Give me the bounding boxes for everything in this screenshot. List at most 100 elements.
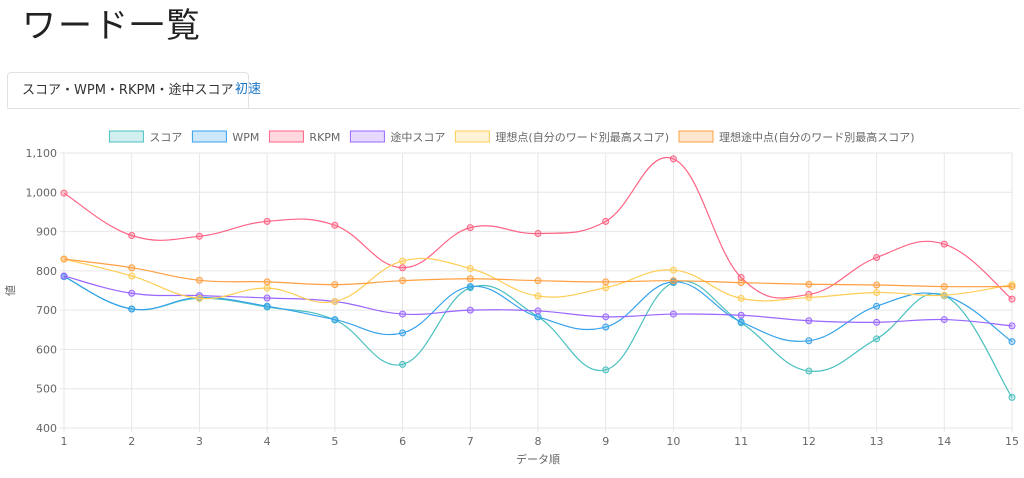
- data-point: [1008, 322, 1016, 330]
- data-point: [195, 294, 203, 302]
- series-line: [63, 276, 1013, 398]
- data-point: [128, 305, 136, 313]
- data-point: [128, 272, 136, 280]
- series-line: [63, 275, 1013, 327]
- tab-bar: スコア・WPM・RKPM・途中スコア 初速: [7, 72, 1020, 109]
- data-point: [669, 155, 677, 163]
- data-point: [873, 302, 881, 310]
- y-tick-label: 900: [36, 226, 57, 239]
- x-tick-label: 11: [734, 435, 748, 448]
- data-point: [399, 310, 407, 318]
- data-point: [466, 283, 474, 291]
- y-tick-label: 600: [36, 343, 57, 356]
- data-point: [1008, 393, 1016, 401]
- y-tick-label: 1,000: [26, 186, 58, 199]
- legend-label: 理想途中点(自分のワード別最高スコア): [719, 130, 915, 144]
- y-axis-title: 値: [4, 285, 17, 296]
- x-tick-label: 8: [535, 435, 542, 448]
- x-tick-label: 3: [196, 435, 203, 448]
- data-point: [263, 294, 271, 302]
- legend-swatch: [454, 130, 490, 143]
- tab-score-wpm-rkpm[interactable]: スコア・WPM・RKPM・途中スコア: [7, 72, 249, 108]
- data-point: [534, 307, 542, 315]
- data-point: [263, 302, 271, 310]
- data-point: [263, 278, 271, 286]
- data-point: [873, 288, 881, 296]
- series-line: [63, 275, 1013, 343]
- data-point: [399, 264, 407, 272]
- data-point: [737, 311, 745, 319]
- data-point: [737, 279, 745, 287]
- data-point: [399, 360, 407, 368]
- data-point: [466, 306, 474, 314]
- data-point: [128, 289, 136, 297]
- y-tick-label: 700: [36, 304, 57, 317]
- x-tick-label: 10: [666, 435, 680, 448]
- data-point: [737, 294, 745, 302]
- data-point: [805, 280, 813, 288]
- x-tick-label: 9: [602, 435, 609, 448]
- data-point: [669, 277, 677, 285]
- data-point: [331, 221, 339, 229]
- x-tick-label: 7: [467, 435, 474, 448]
- data-point: [466, 265, 474, 272]
- data-point: [466, 224, 474, 232]
- data-point: [399, 257, 407, 265]
- x-tick-label: 13: [870, 435, 884, 448]
- data-point: [534, 292, 542, 300]
- data-point: [1008, 338, 1016, 346]
- data-point: [263, 284, 271, 292]
- legend-label: 途中スコア: [390, 130, 445, 144]
- data-point: [940, 291, 948, 299]
- data-point: [331, 281, 339, 289]
- y-tick-label: 500: [36, 383, 57, 396]
- data-point: [466, 275, 474, 283]
- y-tick-label: 400: [36, 422, 57, 435]
- data-point: [60, 255, 68, 263]
- x-tick-label: 6: [399, 435, 406, 448]
- legend-swatch: [349, 130, 385, 143]
- legend-label: スコア: [149, 131, 182, 144]
- data-point: [128, 264, 136, 272]
- data-point: [60, 189, 68, 197]
- data-point: [805, 317, 813, 325]
- data-point: [60, 272, 68, 280]
- data-point: [602, 217, 610, 225]
- legend-swatch: [268, 130, 304, 143]
- x-tick-label: 12: [802, 435, 816, 448]
- data-point: [263, 217, 271, 225]
- data-point: [534, 230, 542, 238]
- data-point: [399, 277, 407, 285]
- data-point: [1008, 283, 1016, 291]
- legend-swatch: [678, 130, 714, 143]
- y-tick-label: 800: [36, 265, 57, 278]
- data-point: [940, 240, 948, 248]
- data-point: [602, 313, 610, 321]
- legend-swatch: [191, 130, 227, 143]
- y-tick-label: 1,100: [26, 147, 58, 160]
- data-point: [873, 254, 881, 261]
- data-point: [195, 232, 203, 240]
- page-title: ワード一覧: [22, 6, 202, 46]
- data-point: [737, 318, 745, 326]
- data-point: [805, 367, 813, 375]
- tab-initial-speed[interactable]: 初速: [235, 82, 262, 97]
- x-tick-label: 4: [264, 435, 271, 448]
- data-point: [534, 313, 542, 321]
- series-line: [63, 156, 1013, 300]
- x-tick-label: 14: [937, 435, 951, 448]
- data-point: [602, 323, 610, 331]
- data-point: [669, 266, 677, 274]
- x-tick-label: 5: [331, 435, 338, 448]
- data-point: [331, 316, 339, 324]
- data-point: [399, 329, 407, 337]
- legend-label: WPM: [232, 131, 259, 144]
- data-point: [331, 298, 339, 305]
- data-point: [873, 318, 881, 326]
- data-point: [873, 281, 881, 289]
- data-point: [128, 232, 136, 239]
- x-tick-label: 1: [61, 435, 68, 448]
- legend-label: 理想点(自分のワード別最高スコア): [495, 130, 669, 144]
- x-tick-label: 2: [128, 435, 135, 448]
